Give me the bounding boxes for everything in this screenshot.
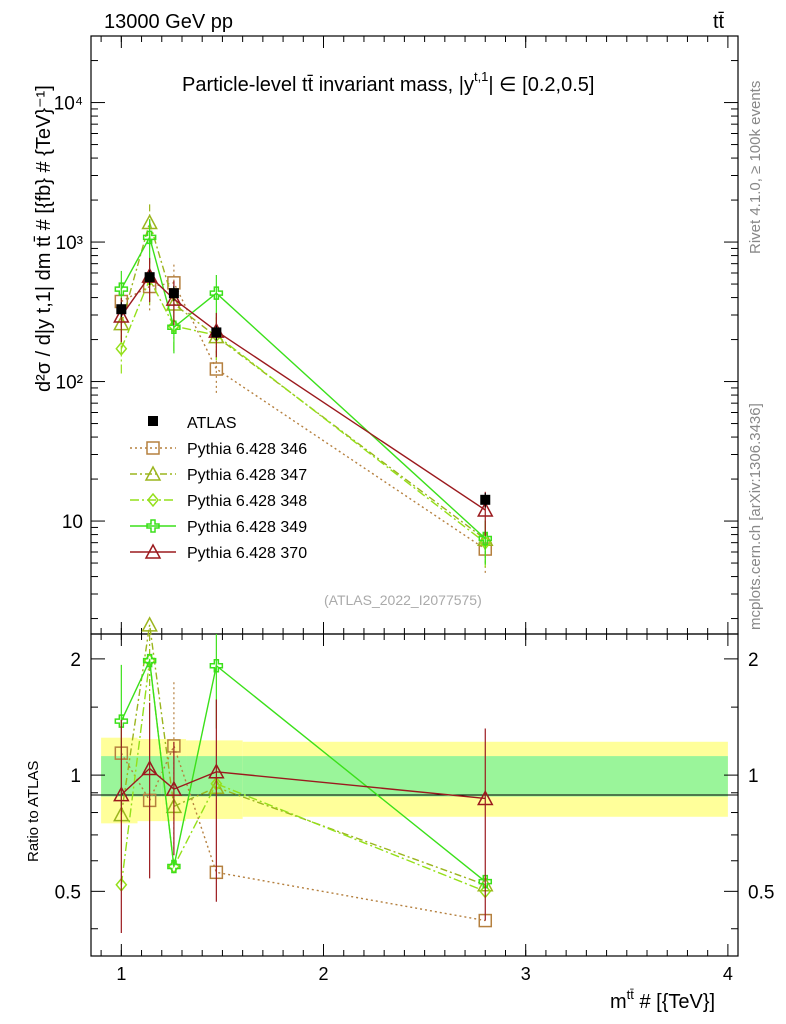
x-axis-label: mtt̄ # [{TeV}] — [610, 987, 715, 1013]
header-left: 13000 GeV pp — [104, 11, 233, 33]
plot-title: Particle-level tt̄ invariant mass, |yt,1… — [182, 69, 594, 96]
marker-cross — [478, 874, 493, 889]
marker-cross — [142, 653, 157, 668]
y-tick-label: 10³ — [56, 233, 83, 254]
ratio-tick-label-right: 0.5 — [748, 882, 774, 903]
y-tick-label: 10² — [56, 373, 83, 394]
atlas-points — [116, 270, 491, 508]
marker-cross — [167, 320, 181, 335]
legend: ATLAS Pythia 6.428 346 Pythia 6.428 347 Pyt… — [130, 415, 307, 562]
legend-label: Pythia 6.428 348 — [187, 493, 307, 510]
marker-triangle — [141, 759, 158, 776]
ratio-tick-label: 0.5 — [55, 882, 81, 903]
ratio-tick-label: 1 — [70, 766, 81, 787]
x-tick-label: 1 — [116, 964, 126, 984]
legend-label: Pythia 6.428 370 — [187, 545, 307, 562]
marker-diamond — [147, 492, 159, 508]
marker-triangle — [208, 763, 225, 779]
series-line — [120, 220, 486, 540]
marker-triangle — [144, 465, 162, 481]
series-main — [114, 219, 493, 565]
marker-filled-square — [116, 304, 127, 315]
header-right: tt̄ — [713, 11, 725, 33]
analysis-watermark: (ATLAS_2022_I2077575) — [324, 592, 482, 608]
band-inner-segment — [101, 756, 138, 797]
ratio-tick-label-right: 2 — [748, 650, 759, 671]
marker-square — [209, 362, 224, 376]
marker-square — [146, 441, 160, 455]
x-tick-label: 2 — [319, 964, 329, 984]
series-main — [113, 204, 494, 566]
legend-label: Pythia 6.428 347 — [187, 467, 307, 484]
ratio-line — [120, 624, 486, 886]
marker-filled-square — [144, 272, 155, 283]
marker-filled-square — [211, 327, 222, 338]
y-axis-label: d²σ / d|y t,1| dm tt̄ # [{fb} # {TeV}⁻¹] — [33, 85, 55, 392]
ratio-tick-label: 2 — [70, 650, 81, 671]
ratio-series-group — [113, 616, 494, 933]
marker-cross — [114, 282, 129, 296]
marker-cross — [167, 859, 181, 874]
marker-diamond — [115, 341, 128, 356]
marker-triangle — [113, 307, 130, 323]
marker-triangle — [113, 786, 130, 802]
marker-triangle — [141, 616, 158, 632]
legend-label: Pythia 6.428 346 — [187, 441, 307, 458]
axis-ticks: 1 2 3 4 10 10² 10³ 10⁴ 0.5 0.5 1 1 2 2 — [54, 35, 774, 984]
marker-filled-square — [480, 494, 491, 505]
marker-triangle — [165, 780, 183, 796]
ratio-line — [120, 658, 486, 883]
series-ratio — [113, 699, 494, 933]
marker-filled-square — [168, 288, 179, 299]
ratio-line — [120, 744, 486, 922]
marker-triangle — [477, 789, 494, 806]
marker-triangle — [477, 501, 494, 517]
ratio-tick-label-right: 1 — [748, 766, 759, 787]
marker-triangle — [144, 543, 162, 559]
mcplots-label: mcplots.cern.ch [arXiv:1306.3436] — [747, 403, 764, 630]
marker-filled-square — [148, 416, 158, 426]
marker-cross — [209, 286, 224, 300]
marker-cross — [114, 714, 129, 728]
marker-cross — [142, 230, 157, 245]
x-tick-label: 3 — [521, 964, 531, 984]
legend-label-atlas: ATLAS — [187, 415, 237, 432]
x-tick-label: 4 — [723, 964, 733, 984]
marker-triangle — [165, 290, 183, 306]
y-tick-label: 10 — [62, 512, 83, 533]
rivet-label: Rivet 4.1.0, ≥ 100k events — [747, 81, 764, 254]
marker-cross — [209, 658, 224, 673]
legend-label: Pythia 6.428 349 — [187, 519, 307, 536]
marker-cross — [146, 519, 160, 533]
y-tick-label: 10⁴ — [54, 94, 83, 115]
ratio-y-axis-label: Ratio to ATLAS — [25, 761, 42, 862]
marker-cross — [478, 531, 493, 546]
